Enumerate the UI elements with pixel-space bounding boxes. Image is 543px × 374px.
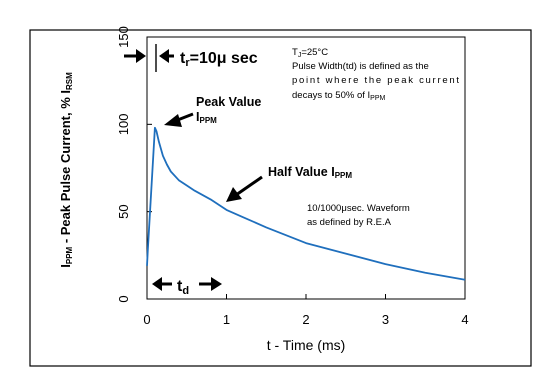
tj-value: =25°C [301, 47, 328, 58]
td-label: td [177, 278, 189, 297]
half-value-annotation: Half Value IPPM [226, 165, 352, 202]
y-label-prefix: I [58, 264, 73, 268]
pulse-width-line-3-sub: PPM [370, 95, 385, 102]
peak-value-symbol: IPPM [196, 110, 217, 125]
tj-prefix: T [292, 47, 298, 58]
peak-value-sym: I [196, 110, 199, 124]
td-arrow-right-head [211, 277, 222, 291]
waveform-line-1: 10/1000μsec. Waveform [307, 203, 410, 214]
rise-time-symbol: t [180, 50, 186, 67]
x-tick-label-3: 3 [382, 312, 389, 327]
half-value-text: Half Value I [268, 165, 335, 179]
tj-label: TJ=25°C [292, 47, 328, 59]
y-tick-label-0: 0 [116, 295, 131, 302]
waveform-line-2: as defined by R.E.A [307, 217, 392, 228]
series-layer [146, 126, 466, 281]
pulse-width-line-3-text: decays to 50% of I [292, 90, 370, 101]
rise-time-annotation: tr=10μ sec [124, 44, 258, 72]
tj-sub: J [298, 52, 302, 59]
pulse-width-line-1: Pulse Width(td) is defined as the [292, 61, 429, 72]
half-value-arrow-shaft [235, 175, 263, 197]
rise-time-label: tr=10μ sec [180, 50, 258, 69]
td-sub: d [182, 285, 189, 297]
series-line-0 [146, 126, 466, 281]
x-tick-label-4: 4 [461, 312, 468, 327]
y-label-mid-sub: RSM [65, 72, 74, 90]
y-label-prefix-sub: PPM [65, 246, 74, 264]
peak-value-annotation: Peak Value IPPM [164, 95, 261, 127]
y-ticks: 0 50 100 150 [116, 26, 152, 303]
rise-time-sub: r [185, 57, 190, 69]
pulse-width-note: TJ=25°C Pulse Width(td) is defined as th… [292, 47, 459, 102]
x-tick-label-0: 0 [143, 312, 150, 327]
x-ticks: 0 1 2 3 4 [143, 294, 469, 327]
x-tick-label-1: 1 [223, 312, 230, 327]
waveform-note: 10/1000μsec. Waveform as defined by R.E.… [307, 203, 410, 228]
y-label-mid: - Peak Pulse Current, % I [58, 90, 73, 247]
td-symbol: t [177, 278, 183, 295]
y-tick-label-3: 150 [116, 26, 131, 48]
outer-border [29, 29, 532, 367]
x-axis-label: t - Time (ms) [267, 337, 346, 353]
pulse-width-line-3: decays to 50% of IPPM [292, 90, 386, 102]
pulse-width-line-2: point where the peak current [292, 75, 459, 86]
y-axis-label: IPPM - Peak Pulse Current, % IRSM [58, 72, 74, 268]
td-arrow-left-head [152, 277, 162, 291]
peak-value-label: Peak Value [196, 95, 261, 109]
rise-time-arrow-right-head [159, 49, 169, 63]
td-annotation: td [152, 277, 222, 297]
half-value-label: Half Value IPPM [268, 165, 352, 180]
half-value-arrow-head [226, 187, 242, 202]
x-tick-label-2: 2 [302, 312, 309, 327]
half-value-sub: PPM [335, 171, 353, 180]
peak-value-sub: PPM [199, 116, 217, 125]
y-tick-label-2: 100 [116, 113, 131, 135]
rise-time-arrow-left-head [136, 49, 146, 63]
rise-time-value: =10μ sec [190, 50, 258, 67]
peak-value-arrow-head [164, 114, 182, 127]
y-tick-label-1: 50 [116, 204, 131, 218]
